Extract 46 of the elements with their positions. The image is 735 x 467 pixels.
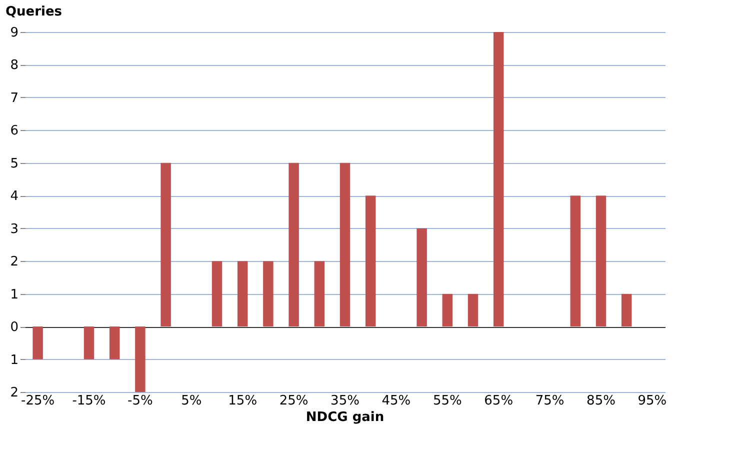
y-tick-label: 1 — [10, 287, 18, 302]
y-tick-label: 2 — [10, 254, 18, 270]
x-axis-title: NDCG gain — [306, 410, 384, 425]
x-tick-label: -15% — [72, 394, 106, 408]
bar — [160, 162, 171, 327]
x-tick-label: 45% — [382, 394, 411, 408]
bar — [570, 196, 581, 327]
y-axis-title: Queries — [6, 4, 62, 20]
bar — [493, 32, 504, 327]
x-tick-label: 15% — [228, 394, 258, 408]
bar — [135, 326, 146, 392]
y-tick-label: 6 — [10, 124, 18, 139]
y-tick-label: 1 — [10, 352, 18, 368]
x-tick-label: 65% — [484, 394, 514, 408]
x-tick-label: -25% — [21, 394, 55, 408]
bar — [621, 294, 632, 327]
bar — [32, 326, 43, 360]
y-tick-label: 8 — [10, 58, 18, 74]
bar — [288, 162, 299, 327]
bar — [340, 162, 350, 327]
x-tick-label: 55% — [432, 394, 462, 408]
y-tick-label: 2 — [10, 386, 18, 400]
x-tick-label: 95% — [638, 394, 667, 408]
bar — [263, 261, 274, 327]
bar — [468, 294, 478, 327]
x-tick-label: 35% — [330, 394, 360, 408]
bar — [84, 326, 94, 360]
y-tick-label: 0 — [10, 320, 18, 336]
x-tick-label: 85% — [586, 394, 616, 408]
bar — [416, 228, 427, 327]
bar — [442, 294, 453, 327]
y-tick-label: 9 — [10, 26, 18, 40]
bar — [237, 261, 248, 327]
y-tick-label: 7 — [10, 90, 18, 106]
bar — [314, 261, 325, 327]
x-tick-label: -5% — [128, 394, 153, 408]
x-tick-label: 75% — [535, 394, 564, 408]
bar — [596, 196, 606, 327]
bar — [365, 196, 376, 327]
x-tick-label: 25% — [279, 394, 308, 408]
y-tick-label: 4 — [10, 189, 18, 204]
y-tick-label: 5 — [10, 156, 18, 172]
x-tick-label: 5% — [181, 394, 202, 408]
y-tick-label: 3 — [10, 222, 18, 237]
bar — [109, 326, 120, 360]
bar — [212, 261, 222, 327]
